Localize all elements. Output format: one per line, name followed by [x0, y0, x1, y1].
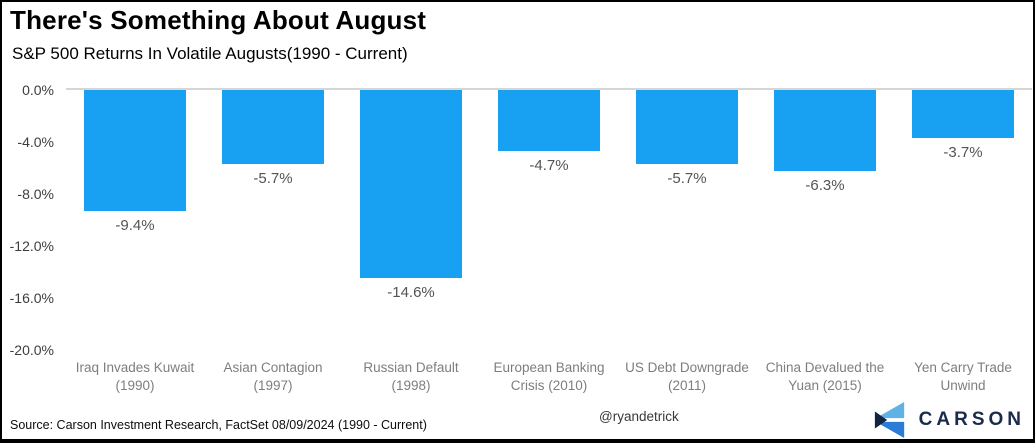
chart-title: There's Something About August	[10, 5, 427, 35]
y-tick: -12.0%	[9, 238, 54, 254]
y-tick: 0.0%	[22, 82, 54, 98]
bar-columns: -9.4% -5.7% -14.6% -4.7% -5.7% -6.3%	[66, 90, 1032, 350]
x-category-label: Yen Carry Trade Unwind	[914, 360, 1012, 394]
bar-value-label: -5.7%	[667, 169, 707, 187]
bar-iraq-invades-kuwait	[83, 90, 187, 212]
bar-column: -9.4%	[66, 90, 204, 350]
x-category-label: Asian Contagion (1997)	[223, 360, 323, 394]
bar-yen-carry-trade	[911, 90, 1015, 138]
y-tick: -16.0%	[9, 290, 54, 306]
x-axis: Iraq Invades Kuwait (1990) Asian Contagi…	[66, 359, 1032, 395]
bar-value-label: -9.4%	[115, 217, 155, 235]
source-note: Source: Carson Investment Research, Fact…	[10, 418, 427, 432]
y-axis: 0.0% -4.0% -8.0% -12.0% -16.0% -20.0%	[2, 2, 56, 439]
carson-logo-icon	[874, 402, 904, 438]
x-category-label: Iraq Invades Kuwait (1990)	[75, 360, 195, 394]
bar-column: -3.7%	[894, 90, 1032, 350]
zero-gridline	[66, 88, 1032, 90]
bar-european-banking-crisis	[497, 90, 601, 151]
bar-value-label: -3.7%	[943, 143, 983, 161]
y-tick: -20.0%	[9, 342, 54, 358]
bar-column: -6.3%	[756, 90, 894, 350]
plot-area: -9.4% -5.7% -14.6% -4.7% -5.7% -6.3%	[66, 88, 1032, 348]
bar-column: -14.6%	[342, 90, 480, 350]
y-tick: -4.0%	[17, 134, 54, 150]
bar-value-label: -4.7%	[529, 156, 569, 174]
carson-logo: CARSON	[873, 400, 1025, 439]
x-category-label: US Debt Downgrade (2011)	[625, 360, 749, 394]
author-handle: @ryandetrick	[599, 409, 679, 424]
bar-asian-contagion	[221, 90, 325, 164]
bar-us-debt-downgrade	[635, 90, 739, 164]
bar-column: -4.7%	[480, 90, 618, 350]
bar-value-label: -5.7%	[253, 169, 293, 187]
x-category-label: European Banking Crisis (2010)	[493, 360, 605, 394]
x-category-label: China Devalued the Yuan (2015)	[765, 360, 885, 394]
bar-value-label: -14.6%	[387, 284, 435, 302]
bar-russian-default	[359, 90, 463, 279]
chart-subtitle: S&P 500 Returns In Volatile Augusts(1990…	[12, 44, 408, 63]
x-category-label: Russian Default (1998)	[363, 360, 459, 394]
bar-china-devalued-yuan	[773, 90, 877, 172]
bar-column: -5.7%	[204, 90, 342, 350]
bar-value-label: -6.3%	[805, 177, 845, 195]
bar-column: -5.7%	[618, 90, 756, 350]
y-tick: -8.0%	[17, 186, 54, 202]
carson-logo-text: CARSON	[918, 409, 1025, 430]
